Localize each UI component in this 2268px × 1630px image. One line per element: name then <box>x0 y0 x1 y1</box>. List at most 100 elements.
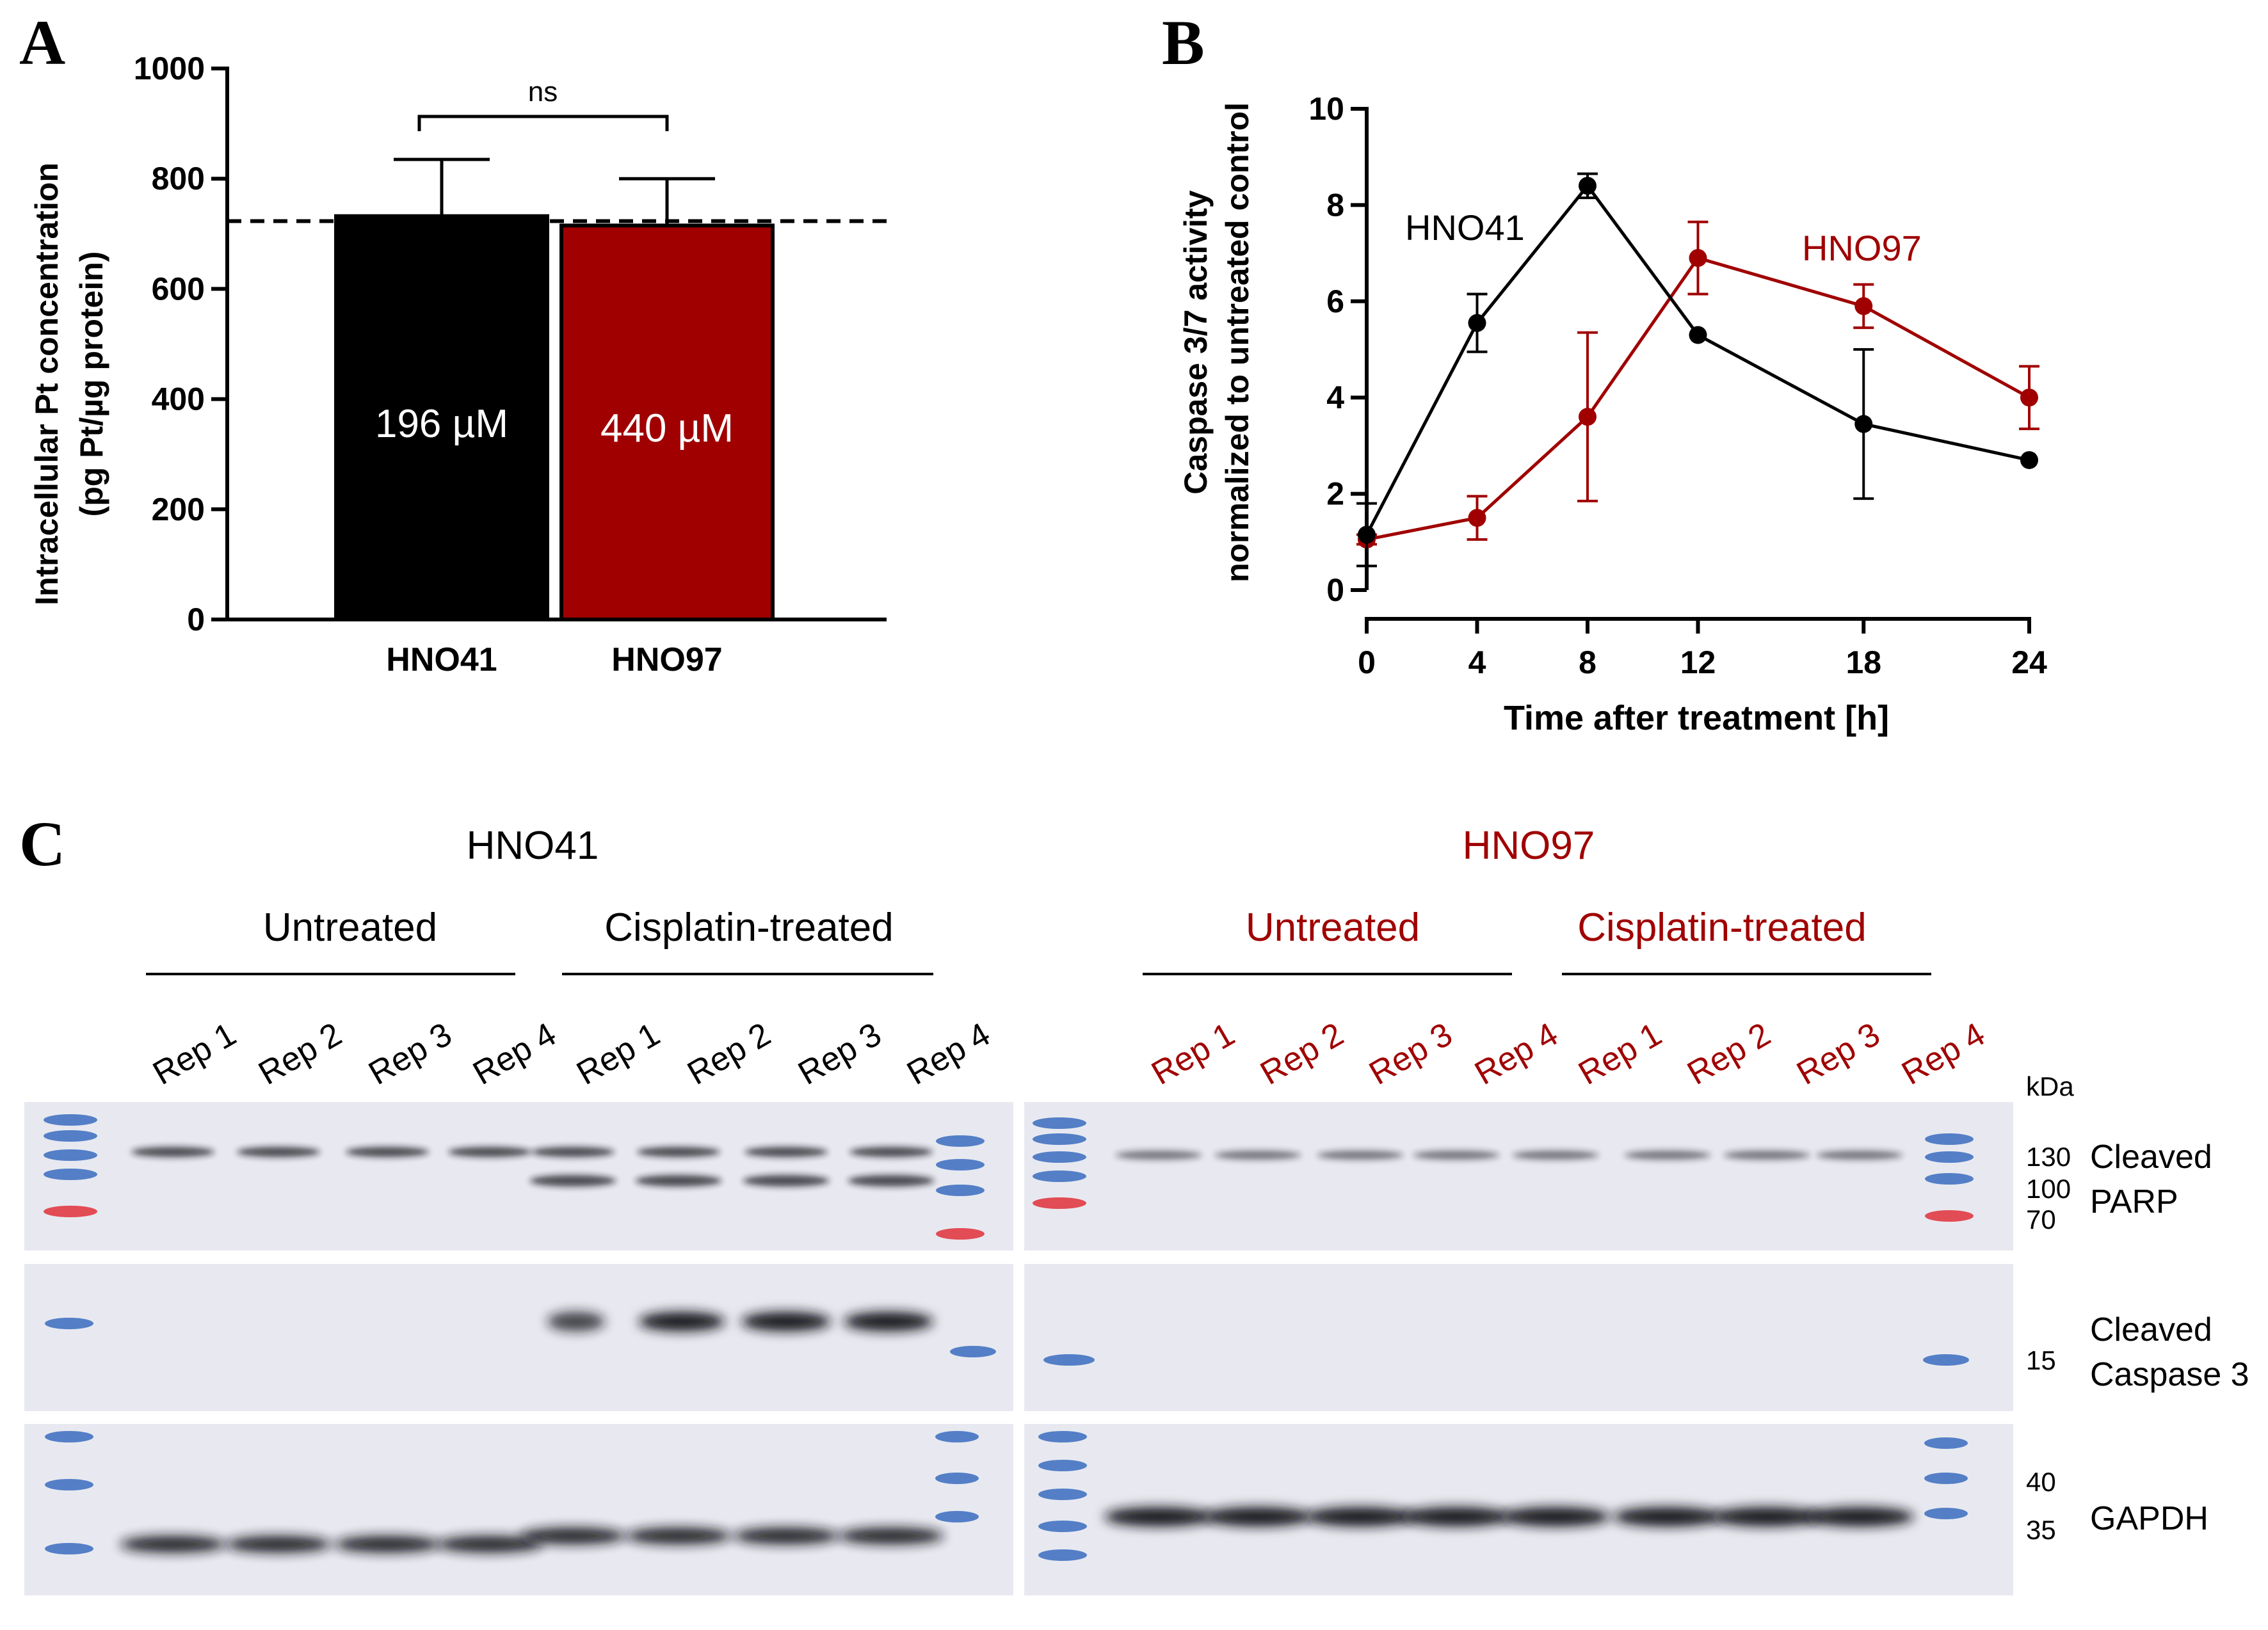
ladder-band <box>935 1431 979 1442</box>
ladder-band <box>936 1228 985 1240</box>
chart-b-point-hno97 <box>1854 297 1873 316</box>
protein-band <box>120 1536 226 1553</box>
series-label-hno97: HNO97 <box>1802 228 1922 268</box>
ladder-band <box>1924 1437 1968 1449</box>
ladder-band <box>1038 1460 1087 1471</box>
chart-b-x-tick-label: 0 <box>1358 644 1376 680</box>
group-untreated-hno97: Untreated <box>1246 906 1420 950</box>
ladder-band <box>935 1511 979 1522</box>
protein-band <box>848 1175 935 1187</box>
lane-label-hno97: Rep 1 <box>1145 1016 1241 1092</box>
protein-band <box>744 1147 828 1157</box>
protein-band <box>1413 1151 1500 1160</box>
series-label-hno41: HNO41 <box>1405 207 1525 248</box>
ladder-band <box>1038 1549 1087 1561</box>
ladder-band <box>1033 1171 1086 1182</box>
chart-b-point-hno97 <box>1689 249 1707 268</box>
chart-b-line-hno97 <box>1366 256 2031 541</box>
ladder-band <box>1033 1151 1086 1163</box>
panel-c-label: C <box>19 808 65 879</box>
panel-b-label: B <box>1162 7 1205 78</box>
ladder-band <box>1038 1431 1087 1442</box>
lane-label-hno97: Rep 2 <box>1254 1016 1349 1092</box>
ladder-band <box>1924 1473 1968 1484</box>
chart-a-bar-label: 196 µM <box>375 402 508 446</box>
chart-a-x-tick-label: HNO41 <box>386 641 497 678</box>
lane-label-hno41: Rep 3 <box>792 1016 887 1092</box>
ladder-band <box>1925 1133 1974 1145</box>
protein-band <box>520 1528 626 1544</box>
lane-label-hno41: Rep 2 <box>252 1016 348 1092</box>
chart-a-y-axis: 0 200 400 600 800 1000 <box>134 51 887 637</box>
group-cisplatin-hno97: Cisplatin-treated <box>1577 906 1866 950</box>
ladder-band <box>45 1318 93 1329</box>
lane-label-hno41: Rep 4 <box>467 1016 562 1092</box>
chart-a-ylabel-line2: (pg Pt/µg protein) <box>74 252 109 517</box>
ladder-band <box>44 1206 97 1217</box>
protein-band <box>1402 1507 1511 1526</box>
lane-labels: Rep 1 Rep 2 Rep 3 Rep 4 Rep 1 Rep 2 Rep 3 Rep 4… <box>147 1016 1991 1092</box>
blot-strip <box>1024 1102 2013 1250</box>
ladder-band <box>1033 1197 1086 1209</box>
western-blot: HNO41 HNO97 Untreated Cisplatin-treated … <box>24 824 2249 1595</box>
chart-b-ylabel-line2: normalized to untreated control <box>1219 102 1255 582</box>
chart-a-y-tick-label: 0 <box>187 602 205 637</box>
protein-band <box>635 1175 722 1187</box>
ladder-band <box>1925 1210 1974 1222</box>
chart-b-y-tick-label: 6 <box>1326 284 1344 319</box>
chart-a-x-tick-label: HNO97 <box>611 641 722 678</box>
chart-b-point-hno97 <box>1579 408 1596 426</box>
ladder-band <box>1033 1117 1086 1129</box>
lane-label-hno97: Rep 2 <box>1681 1016 1776 1092</box>
chart-a-bars: 196 µM 440 µM <box>227 157 887 621</box>
protein-band <box>437 1536 543 1553</box>
chart-b-x-tick-label: 12 <box>1680 644 1716 680</box>
marker-100: 100 <box>2026 1174 2071 1204</box>
protein-band <box>1712 1507 1821 1526</box>
blot-strip <box>24 1264 1013 1411</box>
ladder-band <box>1038 1521 1087 1532</box>
band-label-casp-1: Cleaved <box>2090 1311 2212 1348</box>
chart-b-point-hno97 <box>2020 388 2038 407</box>
lane-label-hno41: Rep 1 <box>570 1016 666 1092</box>
chart-a-x-axis: HNO41 HNO97 <box>386 641 722 678</box>
chart-b-point-hno41 <box>1689 326 1707 344</box>
protein-band <box>448 1147 531 1157</box>
protein-band <box>334 1536 440 1553</box>
chart-b-y-tick-label: 2 <box>1326 476 1344 512</box>
ladder-band <box>44 1149 97 1161</box>
ladder-band <box>936 1185 985 1196</box>
significance-label: ns <box>528 76 558 108</box>
chart-b: Caspase 3/7 activity normalized to untre… <box>1178 91 2047 737</box>
chart-a-y-tick-label: 400 <box>152 381 205 417</box>
protein-band <box>346 1147 429 1157</box>
protein-band <box>1104 1507 1213 1526</box>
band-label-gapdh: GAPDH <box>2090 1500 2208 1537</box>
kda-label: kDa <box>2026 1071 2074 1101</box>
ladder-band <box>44 1114 97 1126</box>
band-label-casp-2: Caspase 3 <box>2090 1356 2249 1393</box>
protein-band <box>849 1147 933 1157</box>
protein-band <box>1512 1151 1599 1160</box>
marker-35: 35 <box>2026 1515 2056 1545</box>
ladder-band <box>1924 1508 1968 1519</box>
ladder-band <box>45 1543 93 1554</box>
chart-a-y-tick-label: 1000 <box>134 51 205 86</box>
protein-band <box>741 1312 831 1331</box>
band-label-parp-2: PARP <box>2090 1183 2178 1220</box>
blot-strip <box>1024 1264 2013 1411</box>
lane-label-hno41: Rep 2 <box>681 1016 776 1092</box>
ladder-band <box>1033 1133 1086 1145</box>
chart-b-y-tick-label: 8 <box>1326 187 1344 223</box>
chart-b-y-tick-label: 4 <box>1326 380 1344 415</box>
lane-label-hno97: Rep 3 <box>1363 1016 1458 1092</box>
ladder-band <box>1925 1173 1974 1185</box>
marker-40: 40 <box>2026 1467 2056 1497</box>
chart-a-bar-hno41 <box>334 214 549 621</box>
ladder-band <box>935 1473 979 1484</box>
ladder-band <box>936 1135 985 1147</box>
chart-b-series <box>1356 172 2039 568</box>
chart-a-bar-hno97 <box>559 223 775 621</box>
protein-band <box>1317 1151 1404 1160</box>
